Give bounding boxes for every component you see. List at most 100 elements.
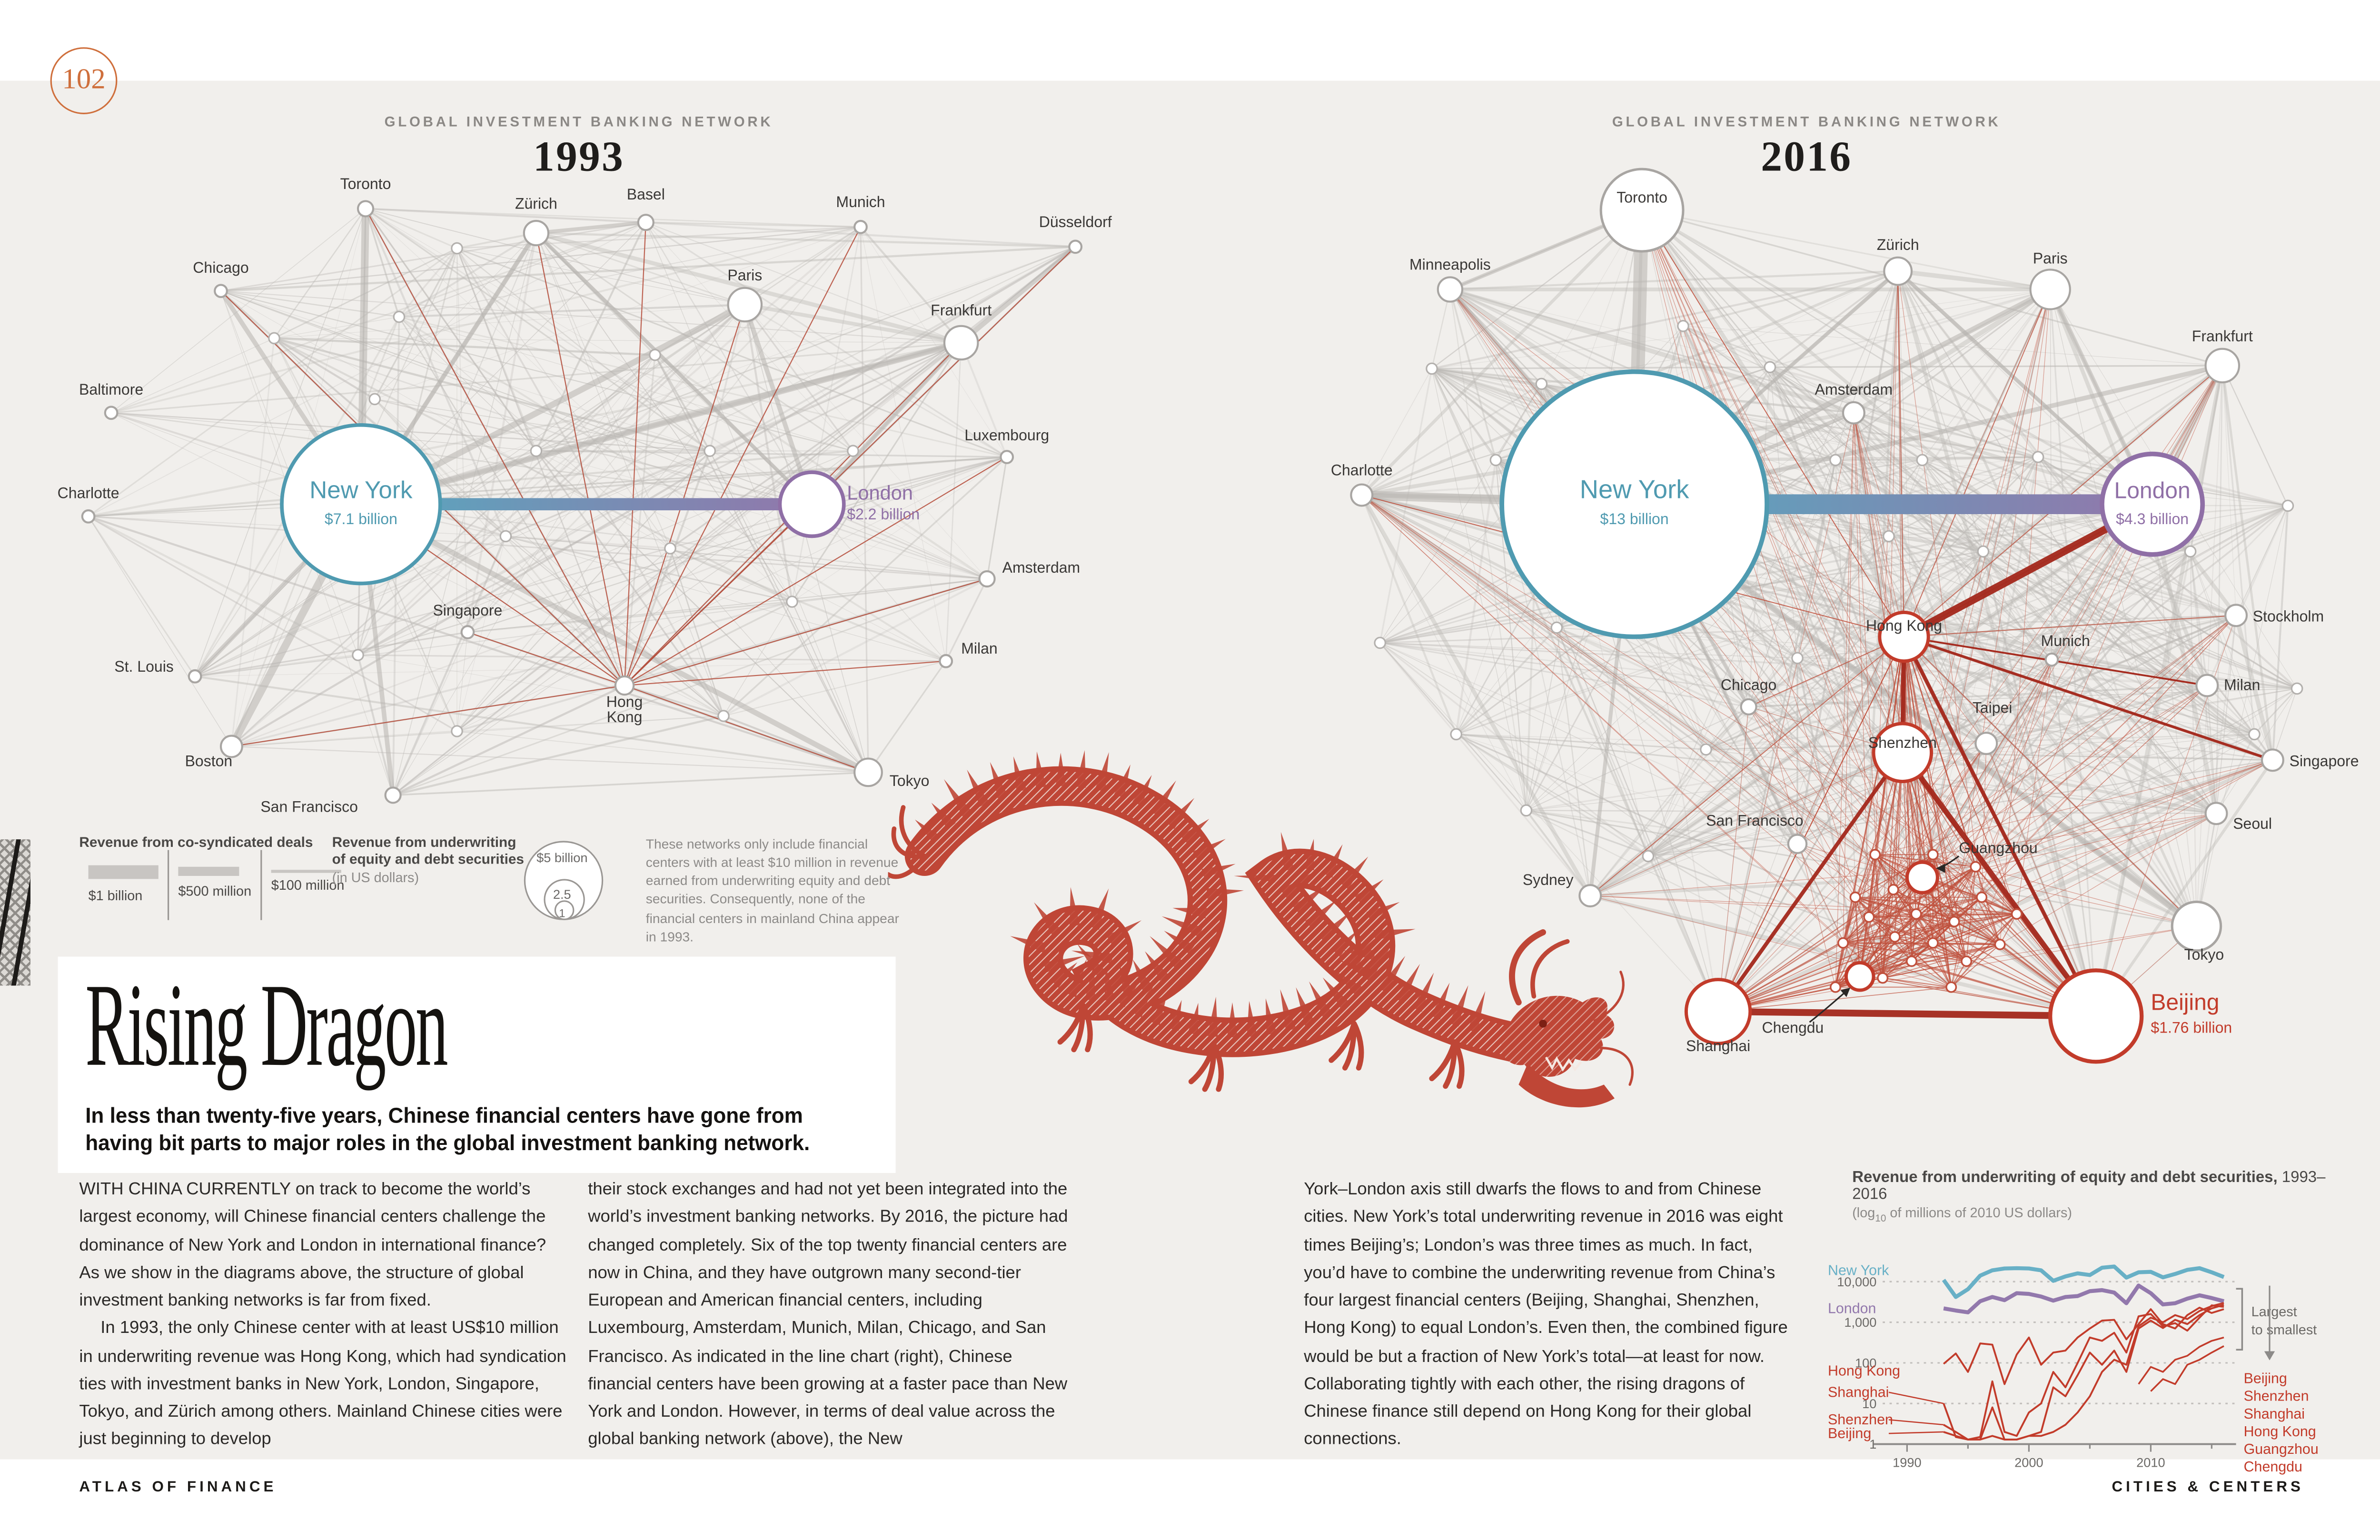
dragon-spike bbox=[1305, 899, 1338, 929]
city-node-new-york bbox=[1499, 369, 1769, 639]
y-tick-label: 1 bbox=[1869, 1437, 1876, 1451]
city-label-beijing: Beijing bbox=[2151, 990, 2219, 1015]
dragon-spike bbox=[1034, 902, 1061, 936]
series-guangzhou bbox=[2138, 1336, 2224, 1384]
city-label-paris: Paris bbox=[727, 267, 762, 284]
china-city-node bbox=[1887, 884, 1899, 895]
city-node-hong-kong bbox=[614, 675, 635, 696]
page-number-badge: 102 bbox=[50, 47, 118, 114]
article-paragraph: their stock exchanges and had not yet be… bbox=[588, 1181, 1068, 1449]
city-node-chengdu bbox=[1844, 961, 1875, 992]
dragon-spike bbox=[1296, 987, 1315, 1026]
spine-ornament bbox=[0, 839, 30, 986]
city-node-toronto bbox=[357, 200, 375, 218]
city-node-z-rich bbox=[523, 219, 550, 247]
dragon-spike bbox=[1303, 839, 1314, 871]
china-city-node bbox=[1830, 981, 1842, 993]
city-node bbox=[847, 445, 859, 457]
china-city-node bbox=[1837, 937, 1849, 949]
footer-left: ATLAS OF FINANCE bbox=[79, 1479, 277, 1496]
city-label-london: London bbox=[847, 482, 913, 504]
article-paragraph: WITH CHINA CURRENTLY on track to become … bbox=[79, 1181, 546, 1310]
legend-line-weights: $1 billion $500 million $100 million bbox=[79, 850, 353, 920]
china-city-node bbox=[1869, 849, 1881, 861]
dragon-spike bbox=[1132, 959, 1152, 991]
chart-subtitle: (log10 of millions of 2010 US dollars) bbox=[1852, 1205, 2072, 1225]
dragon-spike bbox=[1161, 916, 1203, 937]
dragon-spike bbox=[1354, 879, 1384, 904]
city-node bbox=[1791, 652, 1804, 665]
city-node bbox=[530, 445, 543, 457]
x-tick-label: 2010 bbox=[2136, 1455, 2165, 1470]
city-label-charlotte: Charlotte bbox=[1331, 461, 1393, 478]
city-label-new-york-value: $7.1 billion bbox=[325, 510, 397, 527]
footer-right: CITIES & CENTERS bbox=[2112, 1479, 2304, 1496]
dragon-spike bbox=[1280, 832, 1295, 871]
city-node bbox=[499, 530, 512, 543]
dragon-spike bbox=[1309, 981, 1333, 1018]
china-city-node bbox=[1945, 981, 1957, 993]
legend-bar-swatch bbox=[178, 866, 239, 876]
china-city-node bbox=[1906, 955, 1918, 967]
dragon-spike bbox=[1172, 908, 1207, 919]
edge-Beijing-Shenzhen bbox=[1900, 751, 2098, 1018]
dragon-spike bbox=[1318, 910, 1352, 944]
series-new-york bbox=[1942, 1264, 2225, 1299]
y-tick-label: 100 bbox=[1855, 1355, 1876, 1370]
dragon-body-group bbox=[888, 750, 1634, 1108]
city-label-milan: Milan bbox=[961, 640, 997, 657]
city-node bbox=[451, 242, 463, 255]
legend-bar-item: $100 million bbox=[260, 850, 353, 920]
bracket-label: to smallest bbox=[2251, 1322, 2317, 1338]
city-node bbox=[2281, 499, 2294, 512]
dragon-spike bbox=[1168, 1000, 1182, 1031]
city-label-new-york-value: $13 billion bbox=[1600, 510, 1669, 527]
city-label-baltimore: Baltimore bbox=[79, 381, 143, 398]
article-column-1: WITH CHINA CURRENTLY on track to become … bbox=[79, 1176, 569, 1454]
city-node-milan bbox=[2195, 674, 2219, 697]
city-label-new-york: New York bbox=[1580, 475, 1690, 504]
city-node-san-francisco bbox=[384, 786, 402, 804]
city-node-seoul bbox=[2204, 802, 2228, 825]
city-node-tokyo bbox=[2171, 900, 2222, 952]
dragon-spike bbox=[1188, 1003, 1199, 1035]
china-city-node bbox=[1927, 937, 1939, 949]
dragon-spike bbox=[943, 779, 972, 817]
dragon-spike bbox=[1114, 764, 1130, 798]
city-node-minneapolis bbox=[1437, 276, 1464, 303]
city-label-london-value: $2.2 billion bbox=[847, 506, 920, 523]
china-city-node bbox=[2011, 908, 2023, 920]
city-label-new-york: New York bbox=[309, 476, 413, 503]
network-1993-nodes bbox=[81, 200, 1083, 804]
revenue-line-chart: Revenue from underwriting of equity and … bbox=[1822, 1170, 2347, 1494]
legend-co-syndicated-title: Revenue from co-syndicated deals bbox=[79, 835, 313, 850]
dragon-illustration bbox=[888, 750, 1634, 1108]
city-node-beijing bbox=[2048, 968, 2144, 1064]
city-node bbox=[1700, 743, 1712, 756]
dragon-spike bbox=[1036, 751, 1047, 788]
dragon-spike bbox=[1010, 936, 1047, 954]
city-label-hong-kong: Kong bbox=[607, 708, 643, 725]
dragon-spike bbox=[915, 819, 942, 845]
series-shanghai bbox=[1943, 1304, 2224, 1441]
city-label-amsterdam: Amsterdam bbox=[1002, 559, 1081, 576]
ranked-city-shenzhen: Shenzhen bbox=[2244, 1388, 2309, 1404]
legend-bar-swatch bbox=[271, 870, 341, 873]
dragon-spike bbox=[1084, 963, 1096, 1001]
city-label-beijing-value: $1.76 billion bbox=[2151, 1019, 2232, 1036]
china-city-node bbox=[1961, 955, 1973, 967]
dragon-spike bbox=[1247, 1001, 1258, 1037]
city-label-seoul: Seoul bbox=[2233, 815, 2272, 832]
dragon-spike bbox=[967, 769, 990, 807]
city-node-munich bbox=[2044, 652, 2059, 667]
edge-Hong Kong-Beijing bbox=[1902, 636, 2098, 1017]
series-chengdu bbox=[2150, 1345, 2224, 1392]
dragon-spike bbox=[1430, 983, 1450, 1020]
city-node bbox=[1883, 530, 1895, 543]
dragon-spike bbox=[1077, 943, 1107, 978]
china-city-node bbox=[1910, 908, 1922, 920]
network-1993-red-web bbox=[220, 208, 1076, 773]
city-label-paris: Paris bbox=[2033, 250, 2068, 267]
city-label-munich: Munich bbox=[836, 193, 885, 210]
city-node bbox=[1977, 545, 1990, 558]
